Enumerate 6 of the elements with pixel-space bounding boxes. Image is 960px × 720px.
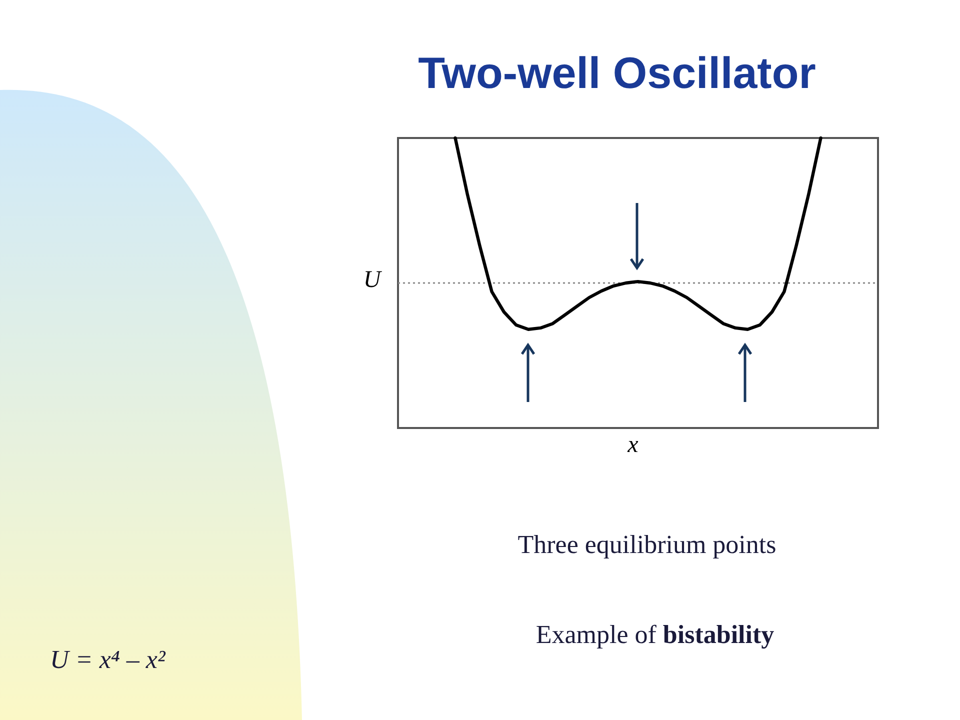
text: Example of bistability (536, 620, 774, 649)
text: U = x⁴ – x² (50, 645, 166, 674)
y-axis-title: U (363, 267, 382, 293)
chart-title: Two-well Oscillator (418, 49, 816, 98)
text: Three equilibrium points (518, 530, 776, 559)
x-axis-title: x (626, 432, 639, 458)
